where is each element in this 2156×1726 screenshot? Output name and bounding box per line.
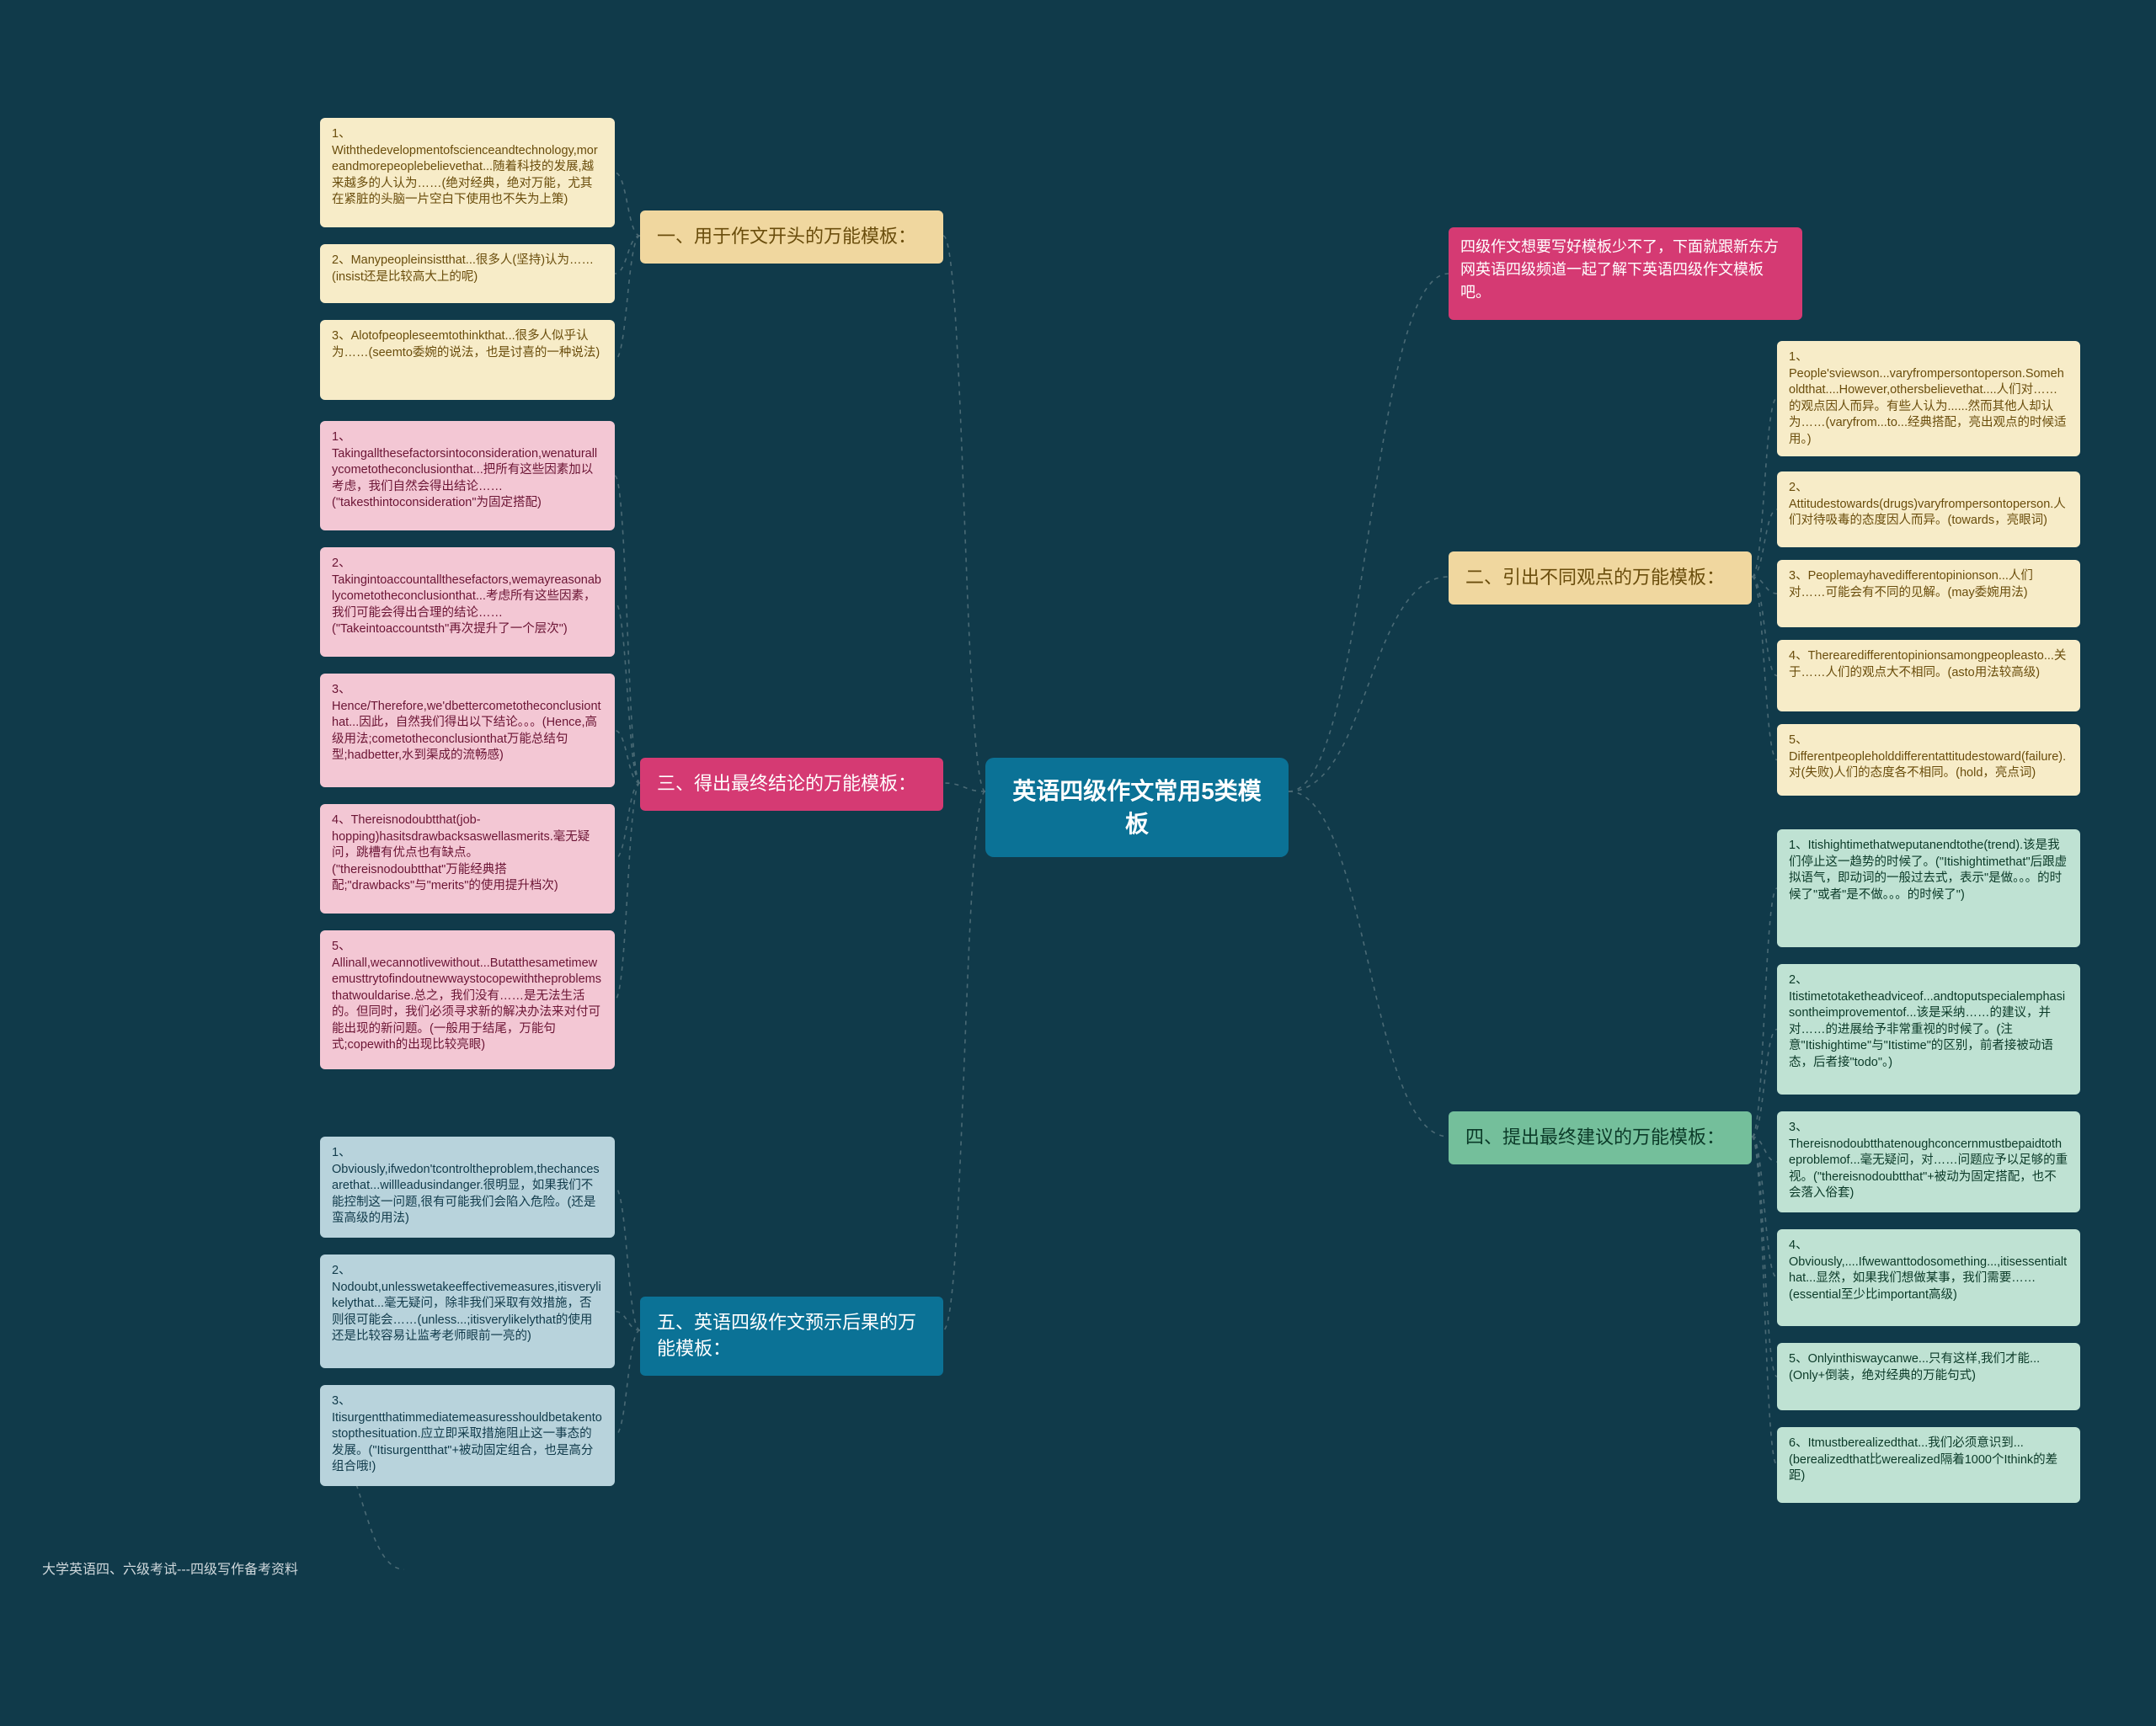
leaf-b4-3: 3、Thereisnodoubtthatenoughconcernmustbep…: [1777, 1111, 2080, 1212]
leaf-b4-2: 2、Itistimetotaketheadviceof...andtoputsp…: [1777, 964, 2080, 1095]
leaf-b3-4: 4、Thereisnodoubtthat(job-hopping)hasitsd…: [320, 804, 615, 914]
branch-b2: 二、引出不同观点的万能模板：: [1449, 551, 1752, 605]
intro-node: 四级作文想要写好模板少不了，下面就跟新东方网英语四级频道一起了解下英语四级作文模…: [1449, 227, 1802, 320]
leaf-b1-3: 3、Alotofpeopleseemtothinkthat...很多人似乎认为……: [320, 320, 615, 400]
leaf-b1-1: 1、Withthedevelopmentofscienceandtechnolo…: [320, 118, 615, 227]
leaf-b4-1: 1、Itishightimethatweputanendtothe(trend)…: [1777, 829, 2080, 947]
leaf-b2-1: 1、People'sviewson...varyfrompersontopers…: [1777, 341, 2080, 456]
leaf-b1-2: 2、Manypeopleinsistthat...很多人(坚持)认为……(ins…: [320, 244, 615, 303]
leaf-b2-4: 4、Therearedifferentopinionsamongpeopleas…: [1777, 640, 2080, 711]
branch-b3: 三、得出最终结论的万能模板：: [640, 758, 943, 811]
leaf-b3-2: 2、Takingintoaccountallthesefactors,wemay…: [320, 547, 615, 657]
leaf-b3-1: 1、Takingallthesefactorsintoconsideration…: [320, 421, 615, 530]
leaf-b4-6: 6、Itmustberealizedthat...我们必须意识到...(bere…: [1777, 1427, 2080, 1503]
leaf-b3-5: 5、Allinall,wecannotlivewithout...Butatth…: [320, 930, 615, 1069]
leaf-b4-4: 4、Obviously,....Ifwewanttodosomething...…: [1777, 1229, 2080, 1326]
mindmap-stage: 英语四级作文常用5类模板 四级作文想要写好模板少不了，下面就跟新东方网英语四级频…: [0, 0, 2156, 1726]
branch-b5: 五、英语四级作文预示后果的万能模板：: [640, 1297, 943, 1376]
leaf-b2-3: 3、Peoplemayhavedifferentopinionson...人们对…: [1777, 560, 2080, 627]
leaf-b2-5: 5、Differentpeopleholddifferentattitudest…: [1777, 724, 2080, 796]
branch-b4: 四、提出最终建议的万能模板：: [1449, 1111, 1752, 1164]
center-node: 英语四级作文常用5类模板: [985, 758, 1289, 857]
leaf-b2-2: 2、Attitudestowards(drugs)varyfrompersont…: [1777, 471, 2080, 547]
footer-label: 大学英语四、六级考试---四级写作备考资料: [42, 1558, 404, 1578]
leaf-b4-5: 5、Onlyinthiswaycanwe...只有这样,我们才能...(Only…: [1777, 1343, 2080, 1410]
leaf-b5-2: 2、Nodoubt,unlesswetakeeffectivemeasures,…: [320, 1255, 615, 1368]
leaf-b3-3: 3、Hence/Therefore,we'dbettercometothecon…: [320, 674, 615, 787]
leaf-b5-3: 3、Itisurgentthatimmediatemeasuresshouldb…: [320, 1385, 615, 1486]
leaf-b5-1: 1、Obviously,ifwedon'tcontroltheproblem,t…: [320, 1137, 615, 1238]
branch-b1: 一、用于作文开头的万能模板：: [640, 210, 943, 264]
